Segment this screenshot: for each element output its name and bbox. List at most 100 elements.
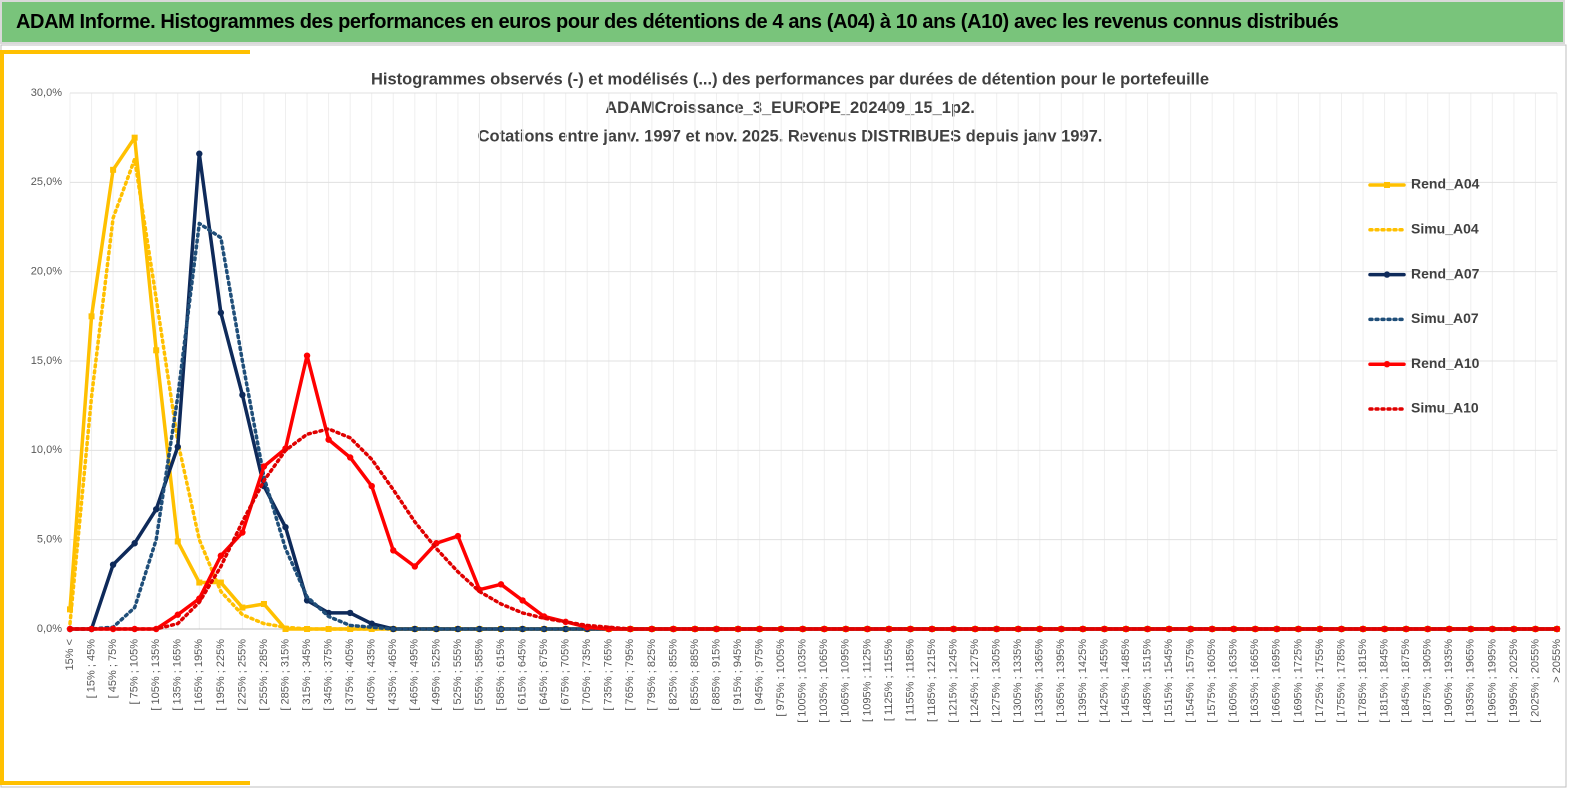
y-tick-label: 5,0%: [37, 534, 62, 546]
x-tick-label: [ 735% ; 765%: [603, 639, 615, 711]
series-line: [68, 427, 1559, 631]
x-tick-label: [ 525% ; 555%: [452, 639, 464, 711]
x-tick-label: [ 1905% ; 1935%: [1443, 639, 1455, 723]
marker: [174, 538, 181, 545]
y-tick-label: 25,0%: [31, 176, 62, 188]
x-tick-label: [ 1335% ; 1365%: [1034, 639, 1046, 723]
x-tick-label: [ 975% ; 1005%: [775, 639, 787, 717]
x-tick-label: [ 1425% ; 1455%: [1098, 639, 1110, 723]
marker: [519, 597, 526, 604]
x-tick-label: [ 885% ; 915%: [710, 639, 722, 711]
marker: [303, 352, 311, 359]
chart-frame: [0, 44, 1567, 788]
marker: [239, 604, 246, 611]
x-tick-label: [ 1005% ; 1035%: [797, 639, 809, 723]
marker: [454, 532, 462, 540]
x-tick-label: [ 1305% ; 1335%: [1012, 639, 1024, 723]
legend-label: Simu_A10: [1411, 400, 1479, 416]
marker: [368, 620, 375, 627]
marker: [497, 581, 505, 588]
marker: [303, 597, 311, 604]
x-tick-label: [ 1965% ; 1995%: [1486, 639, 1498, 723]
y-tick-label: 10,0%: [31, 444, 62, 456]
chart: Histogrammes observés (-) et modélisés (…: [0, 44, 1567, 788]
x-tick-label: [ 1815% ; 1845%: [1379, 639, 1391, 723]
x-tick-label: [ 1665% ; 1695%: [1271, 639, 1283, 723]
x-tick-label: [ 1605% ; 1635%: [1228, 639, 1240, 723]
marker: [325, 609, 332, 617]
accent: [0, 50, 250, 54]
marker: [1383, 361, 1391, 368]
x-tick-label: [ 135% ; 165%: [172, 639, 184, 711]
marker: [109, 561, 117, 568]
x-tick-label: [ 45% ; 75%: [107, 639, 119, 699]
x-tick-label: [ 675% ; 705%: [560, 639, 572, 711]
x-tick-label: [ 1125% ; 1155%: [883, 639, 895, 721]
y-tick-label: 30,0%: [31, 87, 62, 99]
x-tick-label: 15% <: [64, 639, 76, 671]
x-tick-label: [ 1395% ; 1425%: [1077, 639, 1089, 723]
x-tick-label: [ 345% ; 375%: [323, 639, 335, 711]
x-tick-label: [ 1155% ; 1185%: [904, 639, 916, 721]
x-tick-label: [ 1185% ; 1215%: [926, 639, 938, 722]
x-tick-label: [ 1515% ; 1545%: [1163, 639, 1175, 723]
marker: [282, 523, 289, 531]
x-tick-label: [ 1365% ; 1395%: [1055, 639, 1067, 723]
y-tick-label: 15,0%: [31, 355, 62, 367]
y-tick-label: 20,0%: [31, 266, 62, 278]
marker: [411, 563, 419, 570]
marker: [88, 313, 95, 320]
marker: [131, 540, 138, 547]
x-tick-label: [ 315% ; 345%: [301, 639, 313, 711]
x-tick-label: [ 375% ; 405%: [344, 639, 356, 711]
legend-label: Rend_A07: [1411, 265, 1480, 281]
marker: [325, 436, 332, 443]
x-tick-label: [ 1725% ; 1755%: [1314, 639, 1326, 723]
x-tick-label: [ 1575% ; 1605%: [1206, 639, 1218, 723]
x-tick-label: [ 555% ; 585%: [473, 639, 485, 711]
marker: [260, 463, 268, 470]
marker: [217, 552, 225, 559]
x-tick-label: [ 225% ; 255%: [236, 639, 248, 711]
x-tick-label: [ 1695% ; 1725%: [1292, 639, 1304, 723]
legend-label: Rend_A10: [1411, 355, 1480, 371]
marker: [174, 443, 181, 450]
x-tick-label: [ 165% ; 195%: [193, 639, 205, 711]
x-tick-label: [ 945% ; 975%: [754, 639, 766, 711]
x-tick-label: [ 1035% ; 1065%: [818, 639, 830, 723]
marker: [174, 611, 181, 618]
header-title: ADAM Informe. Histogrammes des performan…: [16, 11, 1339, 33]
x-tick-label: [ 1785% ; 1815%: [1357, 639, 1369, 723]
marker: [239, 391, 246, 399]
marker: [390, 547, 397, 554]
marker: [346, 609, 354, 617]
header: ADAM Informe. Histogrammes des performan…: [0, 0, 1565, 44]
x-tick-label: [ 285% ; 315%: [279, 639, 291, 711]
x-tick-label: [ 765% ; 795%: [624, 639, 636, 711]
x-tick-label: [ 15% ; 45%: [85, 639, 97, 699]
x-tick-label: [ 75% ; 105%: [129, 639, 141, 705]
chart-title: Histogrammes observés (-) et modélisés (…: [371, 70, 1209, 88]
marker: [346, 454, 354, 461]
x-tick-label: [ 825% ; 855%: [667, 639, 679, 711]
x-tick-label: [ 105% ; 135%: [150, 639, 162, 711]
x-tick-label: [ 1845% ; 1875%: [1400, 639, 1412, 723]
accent: [0, 781, 250, 785]
x-tick-label: [ 2025% ; 2055%: [1529, 639, 1541, 723]
x-tick-label: [ 1095% ; 1125%: [861, 639, 873, 722]
chart-title: ADAMCroissance_3_EUROPE_202409_15_1p2.: [605, 99, 975, 117]
x-tick-label: [ 1485% ; 1515%: [1141, 639, 1153, 723]
marker: [1384, 182, 1390, 188]
x-tick-label: [ 1875% ; 1905%: [1422, 639, 1434, 723]
x-tick-label: [ 255% ; 285%: [258, 639, 270, 711]
x-tick-label: [ 495% ; 525%: [430, 639, 442, 711]
marker: [110, 166, 117, 173]
x-tick-label: [ 705% ; 735%: [581, 639, 593, 711]
x-tick-label: [ 1545% ; 1575%: [1185, 639, 1197, 723]
marker: [368, 482, 375, 490]
x-tick-label: [ 1215% ; 1245%: [947, 639, 959, 723]
accent: [0, 50, 4, 785]
x-tick-label: [ 855% ; 885%: [689, 639, 701, 711]
x-tick-label: [ 1275% ; 1305%: [991, 639, 1003, 723]
